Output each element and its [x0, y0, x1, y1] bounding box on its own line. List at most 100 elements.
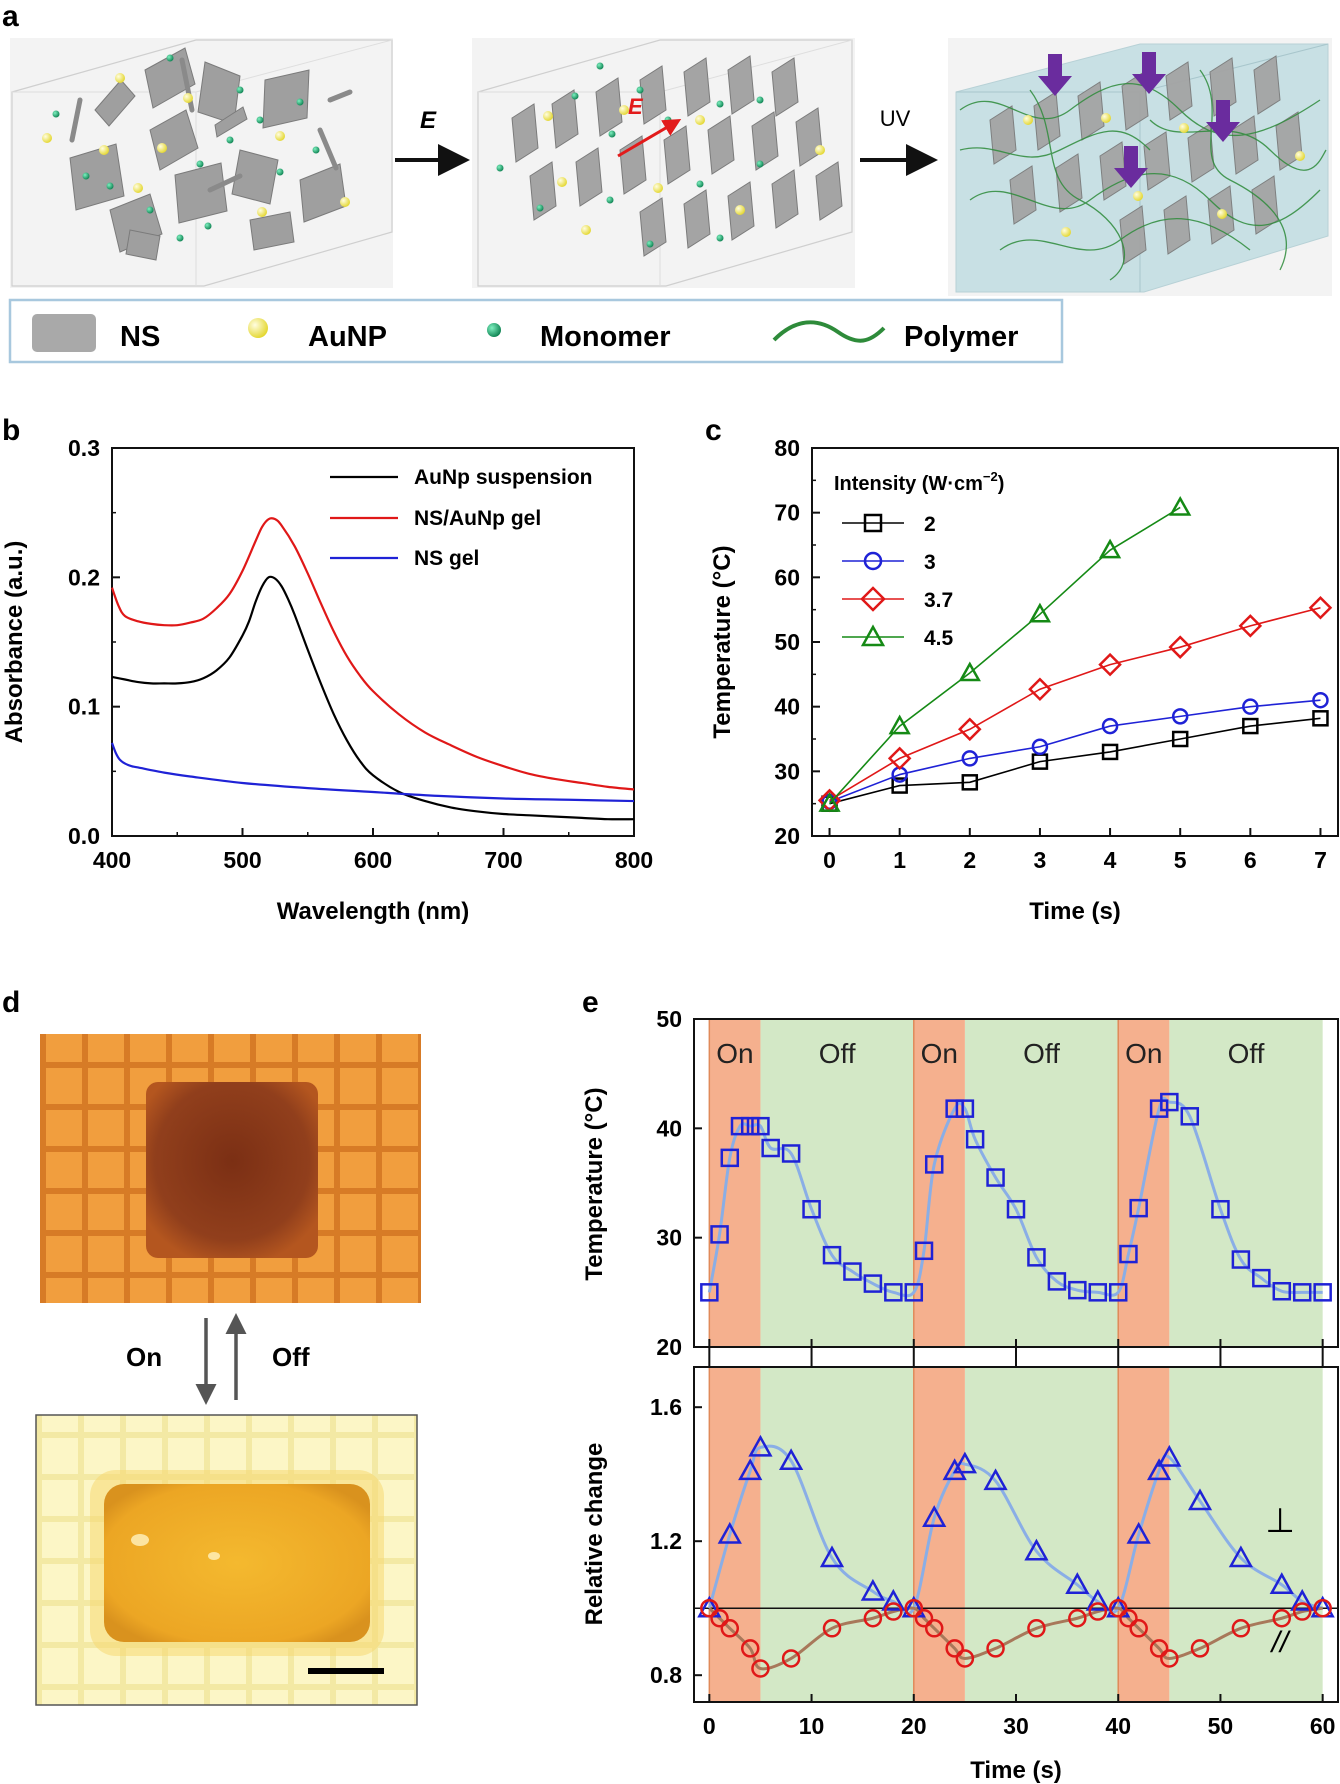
inner-field-label: E — [628, 94, 644, 119]
e-parallel-point — [1068, 1609, 1087, 1628]
c-ytick-label: 50 — [774, 629, 800, 655]
c-ytick-label: 70 — [774, 500, 800, 526]
e-temperature-point — [1160, 1092, 1179, 1112]
e-parallel-point — [1149, 1639, 1169, 1658]
chart-b-legend: AuNp suspension NS/AuNp gel NS gel — [330, 466, 593, 570]
c-point-3 — [1312, 691, 1329, 709]
e-perpendicular-point — [952, 1451, 978, 1474]
e-temperature-point — [904, 1283, 924, 1302]
polymer-legend-icon — [772, 320, 886, 343]
c-point-2 — [1101, 743, 1119, 761]
e-temperature-point — [863, 1274, 883, 1293]
e-perpendicular-point — [717, 1521, 742, 1544]
chart-e-bottom-ylabel: Relative change — [581, 1443, 608, 1626]
e-perpendicular-point — [778, 1448, 804, 1471]
panel-label-c: c — [705, 414, 722, 447]
chart-c-xlabel: Time (s) — [1029, 898, 1121, 925]
c-xtick-label: 2 — [963, 847, 976, 873]
e-parallel-point — [955, 1649, 975, 1668]
e-temperature-point — [1068, 1280, 1087, 1300]
e-temperature-point — [965, 1130, 985, 1149]
c-legend-marker-3 — [863, 551, 883, 571]
e-parallel-point — [740, 1639, 760, 1658]
off-phase-band — [760, 1367, 914, 1702]
legend-title-superscript: −2 — [983, 469, 998, 484]
e-perpendicular-point — [1146, 1458, 1172, 1481]
c-ytick-label: 20 — [774, 823, 800, 849]
e-temperature-point — [802, 1199, 821, 1219]
e-parallel-point — [720, 1619, 740, 1638]
e-perpendicular-point — [1187, 1488, 1213, 1511]
phase-label-off: Off — [819, 1038, 856, 1069]
e-temperature-point — [1027, 1248, 1046, 1267]
schematic-gel-state — [948, 38, 1332, 296]
e-parallel-point — [914, 1609, 934, 1628]
e-temperature-point — [720, 1148, 740, 1168]
chart-e-top-ylabel: Temperature (°C) — [581, 1087, 608, 1280]
b-xtick-label: 400 — [93, 847, 131, 873]
panel-d: d On Off — [2, 986, 421, 1706]
e-perpendicular-point — [1269, 1572, 1294, 1594]
phase-label-off: Off — [1228, 1038, 1265, 1069]
e-temperature-point — [955, 1099, 975, 1118]
c-legend-marker-4.5 — [860, 624, 886, 647]
e-temperature-point — [1006, 1199, 1026, 1219]
e-perpendicular-point — [1228, 1545, 1254, 1568]
c-point-2 — [1312, 710, 1329, 727]
e-temperature-point — [1180, 1107, 1200, 1126]
on-label: On — [126, 1342, 162, 1372]
c-xtick-label: 0 — [823, 847, 836, 873]
e-temperature-point — [700, 1283, 719, 1302]
chart-c-ylabel: Temperature (°C) — [709, 545, 736, 738]
aunp-legend-label: AuNP — [308, 321, 387, 353]
e-parallel-point — [1129, 1619, 1148, 1638]
e-xtick-label: 40 — [1105, 1713, 1131, 1739]
panel-label-d: d — [2, 986, 20, 1019]
c-point-2 — [961, 774, 979, 791]
schematic-random-state — [10, 38, 393, 288]
c-legend-label-4.5: 4.5 — [924, 627, 954, 650]
e-temperature-point — [1211, 1199, 1230, 1219]
e-temperature-point — [1047, 1272, 1067, 1291]
c-point-4.5 — [888, 714, 911, 735]
c-point-3 — [1171, 708, 1189, 725]
legend-label-aunp-suspension: AuNp suspension — [414, 466, 593, 489]
b-series-curve-2 — [110, 742, 635, 803]
e-xtick-label: 30 — [1003, 1713, 1029, 1739]
c-point-3.7 — [1168, 635, 1192, 659]
e-temperature-point — [730, 1116, 750, 1136]
c-ytick-label: 30 — [774, 758, 800, 784]
e-temperature-point — [884, 1283, 903, 1302]
c-xtick-label: 3 — [1034, 847, 1047, 873]
chart-e: e On Off On Off On Off 0 10 20 30 40 50 60 20 30 40 50 0… — [581, 986, 1339, 1784]
c-series-line-3 — [829, 699, 1321, 803]
e-xtick-label: 0 — [703, 1713, 716, 1739]
panel-label-a: a — [2, 0, 19, 33]
e-temperature-point — [1088, 1283, 1108, 1302]
perpendicular-series-label: ⊥ — [1265, 1502, 1295, 1540]
e-temperature-point — [1313, 1283, 1332, 1302]
phase-label-on: On — [1125, 1038, 1162, 1069]
e-perpendicular-point — [738, 1458, 763, 1481]
b-series-curve-0 — [111, 575, 635, 821]
e-temperature-point — [914, 1241, 934, 1261]
c-point-3 — [961, 750, 979, 767]
c-point-3 — [1242, 698, 1259, 715]
off-label: Off — [272, 1342, 310, 1372]
legend-label-ns-gel: NS gel — [414, 547, 479, 570]
c-ytick-label: 80 — [774, 435, 800, 461]
e-parallel-point — [884, 1602, 903, 1621]
phase-label-off: Off — [1023, 1038, 1060, 1069]
e-perpendicular-point — [1065, 1572, 1090, 1594]
e-parallel-point — [1313, 1598, 1332, 1618]
b-ytick-label: 0.2 — [68, 564, 100, 590]
e-temperature-point — [822, 1245, 842, 1265]
e-temperature-point — [1231, 1250, 1251, 1269]
b-ytick-label: 0.0 — [68, 823, 100, 849]
b-series-curve-1 — [110, 517, 635, 791]
e-perpendicular-point — [819, 1545, 845, 1568]
chart-b: b 400 500 600 700 800 0.0 0.1 0.2 0.3 Wavelength… — [1, 414, 653, 925]
c-xtick-label: 4 — [1104, 847, 1117, 873]
e-parallel-point — [1160, 1649, 1179, 1668]
